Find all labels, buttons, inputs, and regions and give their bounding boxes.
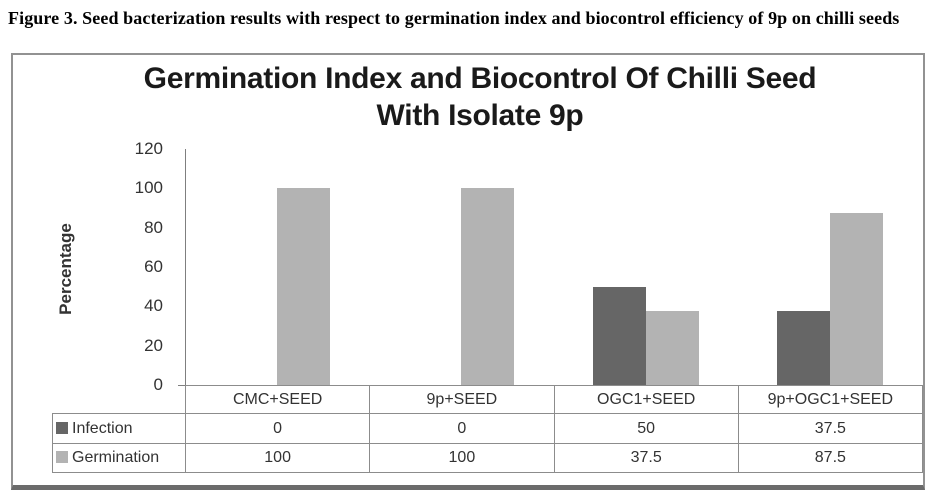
chart-data-table: CMC+SEED 9p+SEED OGC1+SEED 9p+OGC1+SEED Infe…	[51, 385, 924, 473]
y-tick-label-40: 40	[144, 296, 163, 316]
legend-label-infection: Infection	[72, 419, 133, 437]
value-cell-germination-9p+seed: 100	[369, 443, 555, 473]
table-row-infection: Infection 0 0 50 37.5	[51, 413, 924, 444]
category-header-9p+seed: 9p+SEED	[369, 385, 555, 414]
bar-infection-9p+ogc1+seed	[776, 311, 830, 385]
y-tick-label-60: 60	[144, 257, 163, 276]
plot-area: Percentage 0 20 40 60 80 100 120	[13, 55, 923, 485]
category-header-cmc+seed: CMC+SEED	[185, 385, 371, 414]
chart-container: Germination Index and Biocontrol Of Chil…	[11, 53, 925, 490]
bar-infection-ogc1+seed	[592, 286, 646, 385]
value-cell-infection-cmc+seed: 0	[185, 413, 371, 444]
y-tick-label-20: 20	[144, 335, 163, 355]
y-tick-label-100: 100	[134, 178, 163, 198]
value-cell-germination-ogc1+seed: 37.5	[553, 443, 739, 473]
y-tick-label-120: 120	[134, 139, 163, 158]
value-cell-infection-9p+seed: 0	[369, 413, 555, 444]
y-tick-label-80: 80	[144, 217, 163, 237]
table-row-germination: Germination 100 100 37.5 87.5	[51, 443, 924, 473]
value-cell-germination-9p+ogc1+seed: 87.5	[737, 443, 924, 473]
figure-caption: Figure 3. Seed bacterization results wit…	[8, 8, 900, 28]
value-cell-infection-9p+ogc1+seed: 37.5	[737, 413, 924, 444]
bar-germination-9p+seed	[461, 188, 515, 385]
bar-germination-9p+ogc1+seed	[829, 212, 883, 385]
y-axis-line	[185, 149, 186, 385]
chart-title: Germination Index and Biocontrol Of Chil…	[143, 62, 817, 132]
category-header-9p+ogc1+seed: 9p+OGC1+SEED	[737, 385, 924, 414]
y-axis-zero-tick	[178, 385, 186, 386]
y-tick-label-0: 0	[153, 375, 163, 394]
legend-label-germination: Germination	[72, 449, 160, 466]
table-corner-cell	[53, 386, 186, 414]
value-cell-infection-ogc1+seed: 50	[553, 413, 739, 444]
legend-cell-germination: Germination	[51, 443, 187, 473]
bar-germination-ogc1+seed	[645, 311, 699, 385]
bar-germination-cmc+seed	[277, 188, 331, 385]
legend-swatch-infection	[56, 421, 68, 434]
legend-swatch-germination	[56, 451, 68, 463]
value-cell-germination-cmc+seed: 100	[185, 443, 371, 473]
legend-cell-infection: Infection	[51, 413, 187, 444]
category-header-ogc1+seed: OGC1+SEED	[553, 385, 739, 414]
y-axis-title: Percentage	[56, 223, 75, 315]
